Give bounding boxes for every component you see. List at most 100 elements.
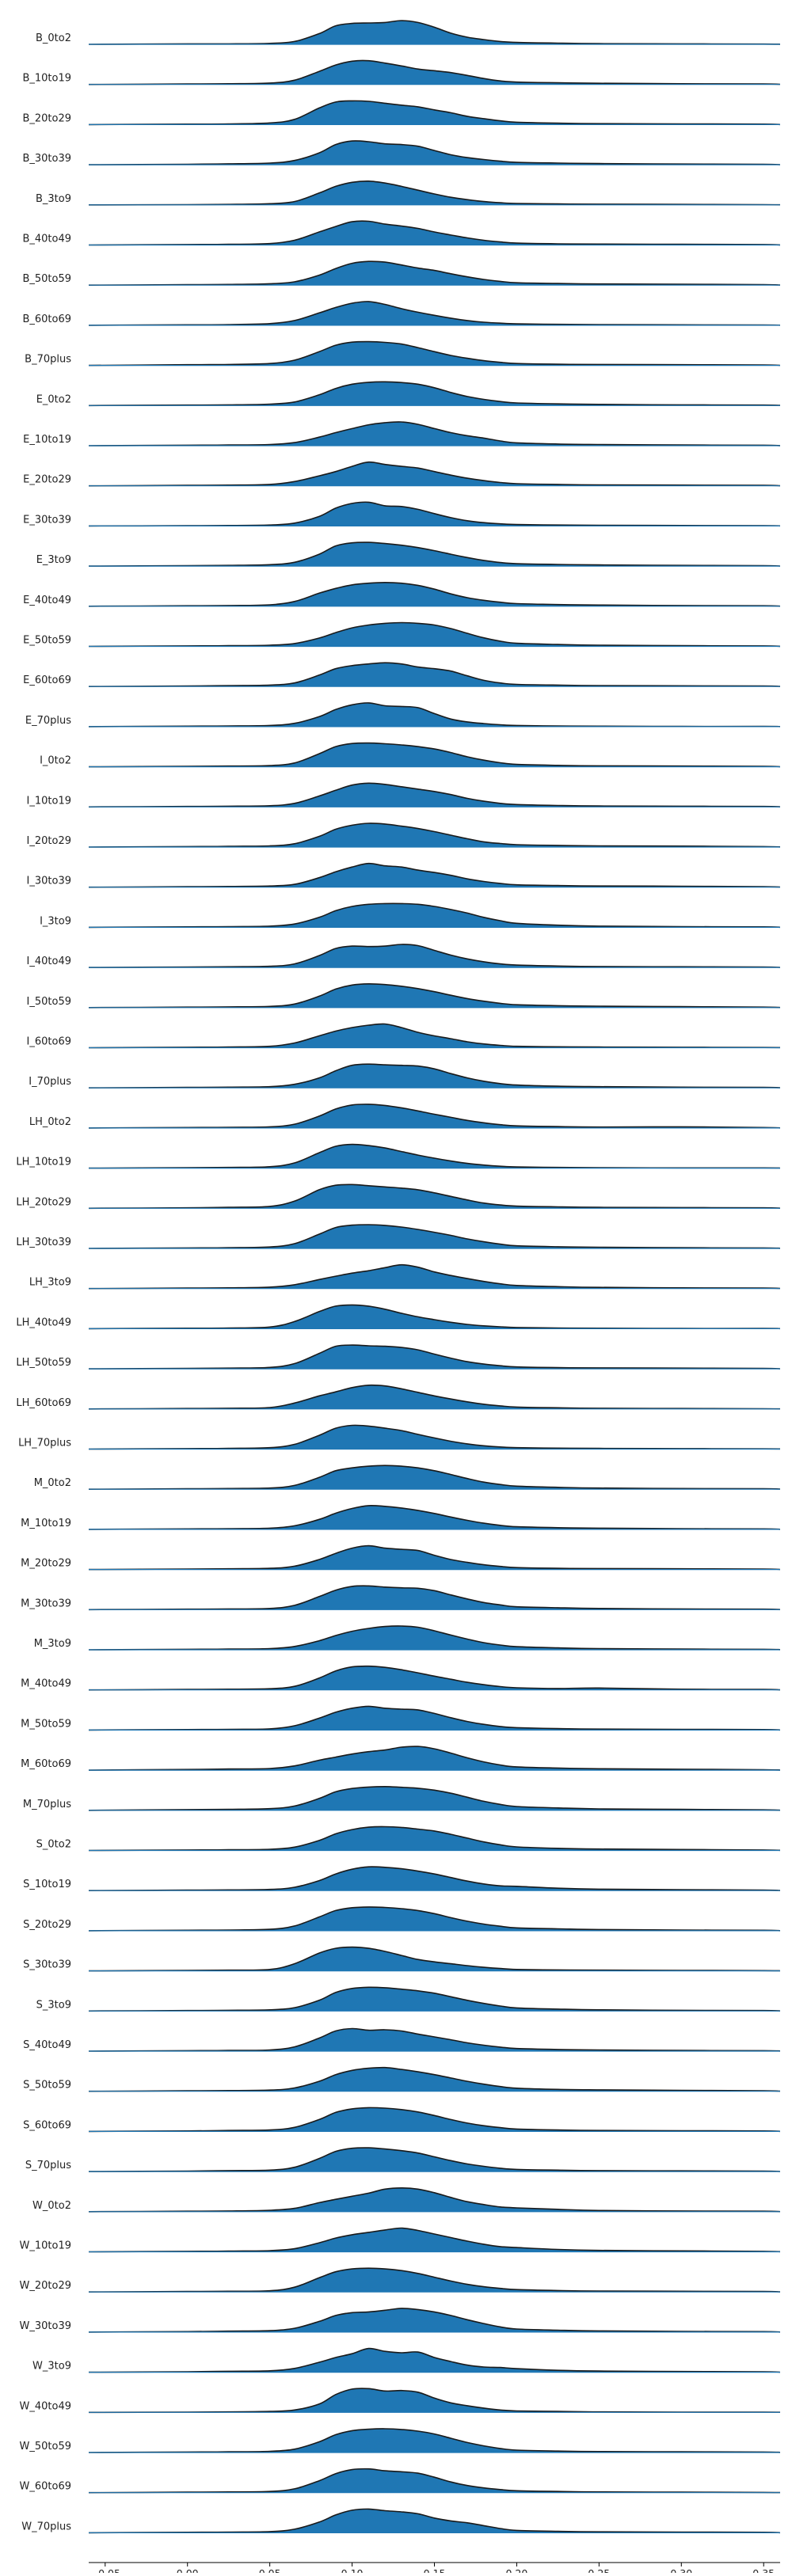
ridge-label: B_3to9 bbox=[36, 193, 71, 205]
ridge-label: I_3to9 bbox=[40, 915, 71, 927]
ridge-S_0to2: S_0to2 bbox=[36, 1826, 781, 1852]
ridge-fill bbox=[89, 421, 780, 446]
ridge-E_50to59: E_50to59 bbox=[23, 621, 781, 648]
ridge-line bbox=[88, 180, 781, 206]
ridge-fill bbox=[89, 743, 780, 767]
x-tick-label: −0.05 bbox=[90, 2567, 120, 2573]
ridge-fill bbox=[89, 180, 780, 205]
ridge-E_60to69: E_60to69 bbox=[23, 662, 781, 687]
ridge-line bbox=[88, 2388, 781, 2414]
ridge-line bbox=[88, 2187, 781, 2213]
ridge-B_10to19: B_10to19 bbox=[22, 59, 781, 85]
ridge-LH_50to59: LH_50to59 bbox=[16, 1344, 781, 1370]
ridge-S_30to39: S_30to39 bbox=[23, 1946, 781, 1972]
ridge-label: M_60to69 bbox=[21, 1758, 71, 1770]
ridge-fill bbox=[89, 1264, 780, 1289]
ridge-M_40to49: M_40to49 bbox=[21, 1665, 781, 1691]
ridge-label: E_40to49 bbox=[23, 595, 71, 606]
ridge-label: E_20to29 bbox=[23, 474, 71, 486]
ridge-I_10to19: I_10to19 bbox=[27, 782, 781, 808]
ridge-E_0to2: E_0to2 bbox=[36, 381, 781, 407]
ridge-fill bbox=[89, 2388, 780, 2413]
ridge-line bbox=[88, 2428, 781, 2453]
ridge-M_3to9: M_3to9 bbox=[34, 1625, 781, 1651]
ridge-fill bbox=[89, 1345, 780, 1370]
ridge-fill bbox=[89, 2187, 780, 2212]
ridge-line bbox=[88, 1785, 781, 1811]
ridge-label: M_10to19 bbox=[21, 1518, 71, 1529]
ridge-fill bbox=[89, 2067, 780, 2092]
ridge-line bbox=[88, 1304, 781, 1330]
ridge-fill bbox=[89, 1024, 780, 1048]
ridge-I_60to69: I_60to69 bbox=[27, 1023, 781, 1049]
ridge-line bbox=[88, 1665, 781, 1691]
ridge-fill bbox=[89, 903, 780, 928]
ridge-LH_40to49: LH_40to49 bbox=[16, 1304, 781, 1330]
ridge-E_30to39: E_30to39 bbox=[23, 501, 781, 527]
ridge-line bbox=[88, 1424, 781, 1450]
ridge-LH_30to39: LH_30to39 bbox=[16, 1224, 781, 1249]
ridge-E_10to19: E_10to19 bbox=[23, 421, 781, 446]
ridge-line bbox=[88, 2066, 781, 2092]
ridge-fill bbox=[89, 823, 780, 847]
ridge-fill bbox=[89, 2107, 780, 2132]
ridge-line bbox=[88, 1986, 781, 2012]
ridge-B_50to59: B_50to59 bbox=[22, 260, 781, 286]
ridge-B_30to39: B_30to39 bbox=[22, 140, 781, 165]
ridge-label: S_40to49 bbox=[23, 2039, 71, 2051]
ridge-line bbox=[88, 260, 781, 286]
ridge-line bbox=[88, 621, 781, 648]
ridge-fill bbox=[89, 944, 780, 968]
ridge-I_0to2: I_0to2 bbox=[40, 742, 781, 768]
ridge-label: I_70plus bbox=[29, 1076, 71, 1088]
ridge-line bbox=[88, 782, 781, 808]
ridge-fill bbox=[89, 2348, 780, 2373]
x-tick-label: 0.35 bbox=[752, 2567, 775, 2573]
ridge-LH_10to19: LH_10to19 bbox=[16, 1143, 781, 1169]
ridge-S_60to69: S_60to69 bbox=[23, 2107, 781, 2133]
ridge-fill bbox=[89, 1826, 780, 1851]
ridge-line bbox=[88, 2147, 781, 2172]
ridge-E_20to29: E_20to29 bbox=[23, 461, 781, 487]
ridge-I_20to29: I_20to29 bbox=[27, 823, 781, 848]
ridge-fill bbox=[89, 542, 780, 567]
ridge-fill bbox=[89, 1625, 780, 1650]
ridge-M_20to29: M_20to29 bbox=[21, 1544, 781, 1571]
ridge-label: S_0to2 bbox=[36, 1839, 71, 1851]
ridge-line bbox=[88, 1184, 781, 1210]
ridge-fill bbox=[89, 2148, 780, 2172]
ridge-S_40to49: S_40to49 bbox=[23, 2027, 781, 2052]
ridge-fill bbox=[89, 1545, 780, 1570]
ridge-B_60to69: B_60to69 bbox=[22, 301, 781, 326]
ridge-fill bbox=[89, 382, 780, 406]
ridge-label: I_50to59 bbox=[27, 996, 71, 1008]
ridge-label: B_70plus bbox=[25, 354, 71, 366]
x-tick-label: 0.00 bbox=[177, 2567, 199, 2573]
ridge-line bbox=[88, 340, 781, 367]
ridge-label: B_20to29 bbox=[22, 112, 71, 124]
ridge-fill bbox=[89, 1505, 780, 1529]
ridge-fill bbox=[89, 1906, 780, 1931]
ridge-line bbox=[88, 2508, 781, 2534]
ridge-fill bbox=[89, 2028, 780, 2051]
ridge-label: W_10to19 bbox=[20, 2240, 72, 2252]
ridge-S_10to19: S_10to19 bbox=[23, 1866, 781, 1891]
ridge-fill bbox=[89, 1104, 780, 1128]
ridge-fill bbox=[89, 462, 780, 486]
ridge-label: B_30to39 bbox=[22, 153, 71, 165]
ridge-fill bbox=[89, 2268, 780, 2293]
ridge-S_20to29: S_20to29 bbox=[23, 1906, 781, 1932]
ridge-label: W_70plus bbox=[21, 2521, 71, 2532]
x-tick-label: 0.30 bbox=[670, 2567, 692, 2573]
ridge-label: LH_0to2 bbox=[29, 1116, 71, 1128]
ridge-E_70plus: E_70plus bbox=[25, 702, 781, 728]
ridge-line bbox=[88, 902, 781, 929]
ridge-fill bbox=[89, 2468, 780, 2493]
ridge-label: I_0to2 bbox=[40, 755, 71, 767]
ridge-fill bbox=[89, 2428, 780, 2453]
ridge-M_10to19: M_10to19 bbox=[21, 1505, 781, 1530]
ridge-fill bbox=[89, 1385, 780, 1409]
ridge-label: B_10to19 bbox=[22, 73, 71, 85]
ridge-B_20to29: B_20to29 bbox=[22, 100, 781, 126]
